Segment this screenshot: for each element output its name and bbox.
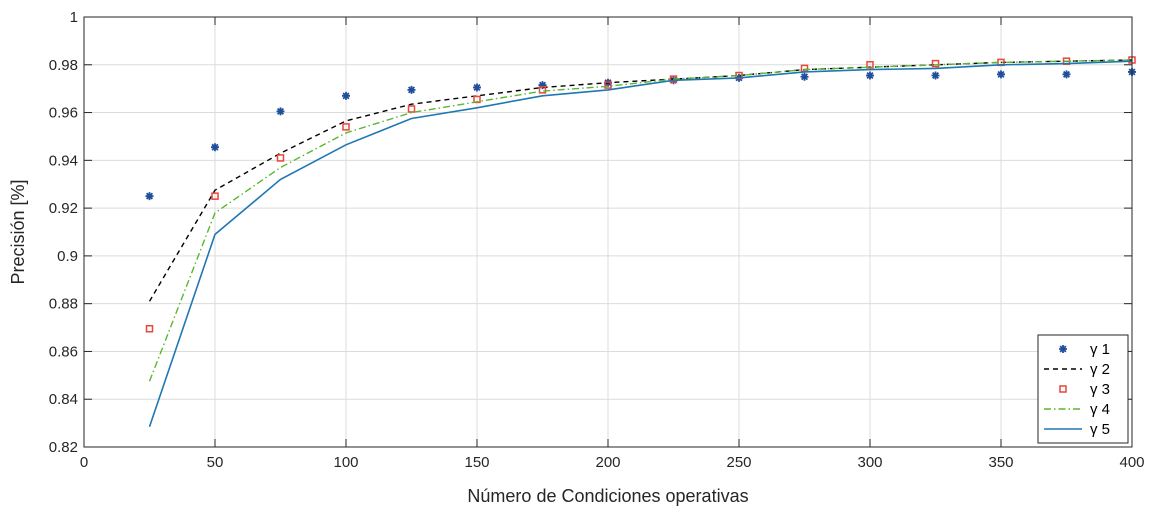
x-tick-label: 150 <box>464 454 489 471</box>
y-tick-label: 0.82 <box>49 439 78 456</box>
series-1-point <box>866 71 874 80</box>
series-4 <box>148 59 1133 382</box>
series-3-point <box>145 325 154 333</box>
series-3-point <box>538 86 547 94</box>
legend-marker <box>1059 345 1067 353</box>
asterisk-shape <box>145 192 154 201</box>
y-tick-label: 0.9 <box>57 248 78 265</box>
x-tick-label: 50 <box>207 454 224 471</box>
legend-item: γ 4 <box>1044 401 1110 418</box>
asterisk-shape <box>538 81 547 90</box>
y-axis-label: Precisión [%] <box>8 179 28 284</box>
y-tick-label: 0.84 <box>49 391 78 408</box>
legend-item: γ 1 <box>1059 341 1110 358</box>
asterisk-shape <box>473 83 481 92</box>
series-3-point <box>276 154 285 162</box>
asterisk-shape <box>342 91 350 100</box>
legend-label: γ 4 <box>1090 401 1110 418</box>
x-tick-label: 350 <box>988 454 1013 471</box>
asterisk-shape <box>997 70 1005 79</box>
series-3-point <box>211 192 219 200</box>
series-1-point <box>211 143 219 152</box>
series-4-line <box>148 59 1133 382</box>
series-1-point <box>407 85 416 94</box>
y-tick-label: 0.92 <box>49 200 78 217</box>
x-tick-label: 400 <box>1119 454 1144 471</box>
x-tick-label: 0 <box>80 454 88 471</box>
legend-label: γ 2 <box>1090 361 1110 378</box>
asterisk-shape <box>276 107 285 116</box>
legend: γ 1 γ 2 γ 3 γ 4 γ 5 <box>1037 334 1129 444</box>
series-1-point <box>997 70 1005 79</box>
asterisk-shape <box>866 71 874 80</box>
x-axis-label: Número de Condiciones operativas <box>467 486 748 506</box>
series-1-point <box>1062 70 1071 79</box>
series-3-point <box>342 123 350 131</box>
series-5 <box>148 60 1133 427</box>
asterisk-shape <box>931 71 940 80</box>
grid <box>83 16 1133 448</box>
series-1-point <box>342 91 350 100</box>
series-1-point <box>931 71 940 80</box>
x-tick-label: 300 <box>857 454 882 471</box>
legend-box <box>1037 334 1129 444</box>
legend-item: γ 2 <box>1044 361 1110 378</box>
y-tick-label: 0.86 <box>49 343 78 360</box>
series-3-point <box>931 59 940 68</box>
asterisk-shape <box>800 72 809 81</box>
series-1-point <box>145 192 154 201</box>
series-3-point <box>604 81 612 89</box>
series-3-point <box>866 61 874 69</box>
series-5-line <box>148 60 1133 427</box>
y-tick-label: 0.94 <box>49 152 78 169</box>
legend-label: γ 5 <box>1090 421 1110 438</box>
asterisk-shape <box>1059 345 1067 353</box>
series-1-point <box>276 107 285 116</box>
y-tick-label: 0.96 <box>49 105 78 122</box>
series-1-point <box>473 83 481 92</box>
y-tick-label: 0.98 <box>49 57 78 74</box>
series-layer <box>145 56 1136 427</box>
x-tick-label: 250 <box>726 454 751 471</box>
legend-marker <box>1059 385 1067 393</box>
series-3 <box>145 56 1136 333</box>
y-tick-label: 0.88 <box>49 296 78 313</box>
y-tick-label: 1 <box>70 9 78 26</box>
asterisk-shape <box>211 143 219 152</box>
series-1-point <box>800 72 809 81</box>
x-tick-label: 200 <box>595 454 620 471</box>
asterisk-shape <box>1062 70 1071 79</box>
asterisk-shape <box>407 85 416 94</box>
series-3-point <box>407 105 416 113</box>
legend-label: γ 1 <box>1090 341 1110 358</box>
x-tick-label: 100 <box>333 454 358 471</box>
series-1-point <box>538 81 547 90</box>
legend-item: γ 3 <box>1059 381 1110 398</box>
legend-label: γ 3 <box>1090 381 1110 398</box>
ticks: 0 50 100 150 200 250 300 350 400 0.82 0.84 0.86 0.88… <box>49 9 1145 471</box>
legend-item: γ 5 <box>1044 421 1110 438</box>
